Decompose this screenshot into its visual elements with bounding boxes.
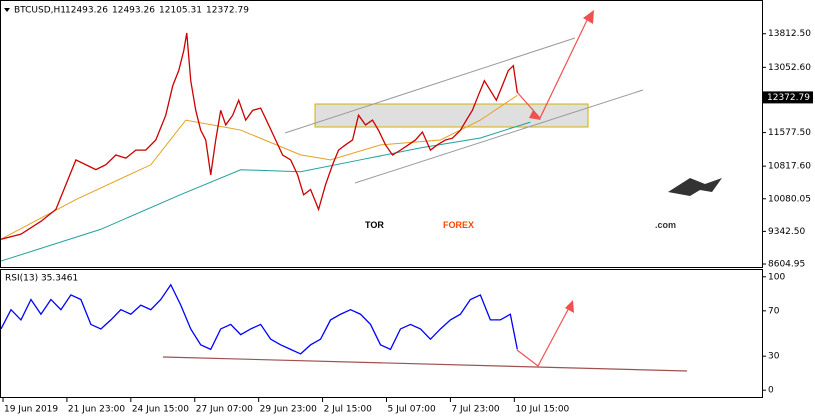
x-tick-label: 10 Jul 15:00 [515,405,569,415]
ohlc-open: 12493.26 [65,6,108,16]
channel-line [354,89,644,184]
rsi-title: RSI(13) 35.3461 [5,274,78,284]
y-tick-label: 10817.60 [768,162,811,172]
arrow-head [565,300,574,313]
last-price-label: 12372.79 [767,93,810,103]
ohlc-low: 12105.31 [159,6,202,16]
y-tick-label: 13812.50 [768,29,811,39]
price-panel [0,0,763,268]
x-tick-label: 21 Jun 23:00 [68,405,125,415]
y-tick-label: 30 [768,352,780,362]
x-tick-label: 2 Jul 15:00 [324,405,373,415]
bull-icon [668,178,722,196]
y-tick-label: 11577.50 [768,128,811,138]
price-line [0,32,518,240]
x-tick-label: 5 Jul 07:00 [387,405,436,415]
symbol-arrow [4,8,10,12]
x-tick-label: 19 Jun 2019 [4,405,58,415]
arrow-head [529,110,541,120]
y-tick-label: 0 [768,386,774,396]
watermark: TOR FOREX .com [365,178,722,230]
watermark-text: TOR [365,220,384,230]
y-tick-label: 13052.60 [768,63,811,73]
moving-average [0,121,531,262]
x-tick-label: 29 Jun 23:00 [260,405,317,415]
y-tick-label: 8604.95 [768,259,805,269]
y-tick-label: 9342.50 [768,227,805,237]
x-tick-label: 7 Jul 23:00 [451,405,500,415]
x-tick-label: 24 Jun 15:00 [132,405,189,415]
channel-line [284,37,576,134]
x-tick-label: 27 Jun 07:00 [196,405,253,415]
zone [314,103,589,128]
moving-average [0,94,518,240]
y-tick-label: 70 [768,306,780,316]
forecast-arrow [516,13,591,120]
rsi-panel [0,269,763,398]
ohlc-high: 12493.26 [112,6,155,16]
arrow-head [583,10,594,24]
rsi-trendline [162,356,688,372]
ohlc-close: 12372.79 [206,6,249,16]
rsi-line [0,283,518,355]
watermark-text: FOREX [443,220,474,230]
y-tick-label: 100 [768,272,785,282]
forecast-arrow [516,303,572,367]
y-tick-label: 10080.05 [768,194,811,204]
watermark-text: .com [655,220,676,230]
last-price-tag [763,91,813,104]
symbol-title: BTCUSD,H1 [14,6,66,16]
